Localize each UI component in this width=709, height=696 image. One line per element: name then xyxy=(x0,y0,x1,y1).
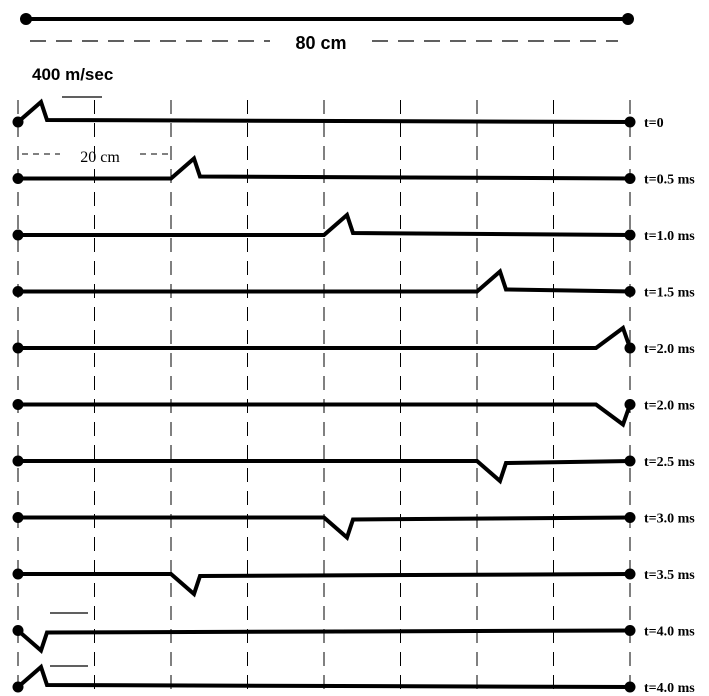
string-left-end xyxy=(12,681,24,693)
string-right-end xyxy=(624,173,636,184)
time-label: t=3.0 ms xyxy=(644,512,695,527)
wave-frame: t=2.0 ms xyxy=(12,324,695,357)
speed-indicator: 400 m/sec xyxy=(32,65,113,98)
string-left-end xyxy=(12,116,24,128)
string-line xyxy=(15,98,633,125)
wave-frame: t=1.5 ms xyxy=(12,268,695,301)
wave-frame: t=0.5 ms xyxy=(12,155,695,188)
string-line xyxy=(15,627,633,654)
time-label: t=4.0 ms xyxy=(644,625,695,640)
string-left-end xyxy=(12,568,24,580)
string-line xyxy=(16,324,633,351)
string-right-end xyxy=(624,455,636,467)
time-label: t=2.5 ms xyxy=(644,455,695,470)
time-label: t=4.0 ms xyxy=(644,681,695,696)
length-dimension: 80 cm xyxy=(30,33,618,53)
string-right-end xyxy=(624,512,636,523)
string-line xyxy=(16,571,633,598)
time-label: t=0.5 ms xyxy=(644,173,695,188)
string-right-end xyxy=(624,625,636,636)
top-string-left-end xyxy=(20,13,32,25)
string-right-end xyxy=(624,681,636,693)
length-label: 80 cm xyxy=(295,33,346,53)
time-label: t=1.0 ms xyxy=(644,229,695,244)
wave-frame: t=2.5 ms xyxy=(12,455,695,485)
string-line xyxy=(16,401,633,428)
spacing-label: 20 cm xyxy=(80,149,120,166)
string-right-end xyxy=(624,286,636,297)
wave-frame: t=4.0 ms xyxy=(12,625,695,654)
wave-frame: t=3.0 ms xyxy=(12,512,695,541)
string-line xyxy=(16,515,633,541)
string-right-end xyxy=(624,116,636,128)
string-left-end xyxy=(12,229,24,241)
string-right-end xyxy=(624,229,636,241)
string-left-end xyxy=(12,342,24,354)
spacing-dimension: 20 cm xyxy=(22,149,172,166)
wave-frame: t=0 xyxy=(12,98,664,131)
wave-frame: t=3.5 ms xyxy=(12,568,695,598)
wave-frame: t=1.0 ms xyxy=(12,211,695,244)
top-string xyxy=(20,13,634,25)
time-label: t=0 xyxy=(644,116,664,131)
string-line xyxy=(15,663,633,690)
wave-frame: t=4.0 ms xyxy=(12,663,695,696)
top-string-right-end xyxy=(622,13,634,25)
time-label: t=1.5 ms xyxy=(644,286,695,301)
grid-lines xyxy=(17,100,631,696)
time-label: t=2.0 ms xyxy=(644,342,695,357)
time-label: t=2.0 ms xyxy=(644,399,695,414)
string-right-end xyxy=(624,399,636,410)
string-left-end xyxy=(12,455,24,467)
string-left-end xyxy=(12,399,24,410)
string-line xyxy=(16,211,633,238)
string-right-end xyxy=(624,342,636,354)
time-label: t=3.5 ms xyxy=(644,568,695,583)
wave-frames: t=0 t=0.5 ms t=1.0 ms t=1.5 ms t=2.0 ms t=2.0… xyxy=(12,98,695,696)
string-line xyxy=(16,458,633,485)
string-line xyxy=(16,155,633,181)
string-right-end xyxy=(624,568,636,580)
string-left-end xyxy=(12,512,24,523)
string-left-end xyxy=(12,625,24,636)
wave-frame: t=2.0 ms xyxy=(12,399,695,428)
string-left-end xyxy=(12,286,24,297)
speed-label: 400 m/sec xyxy=(32,65,113,84)
string-line xyxy=(16,268,633,294)
string-left-end xyxy=(12,173,24,184)
